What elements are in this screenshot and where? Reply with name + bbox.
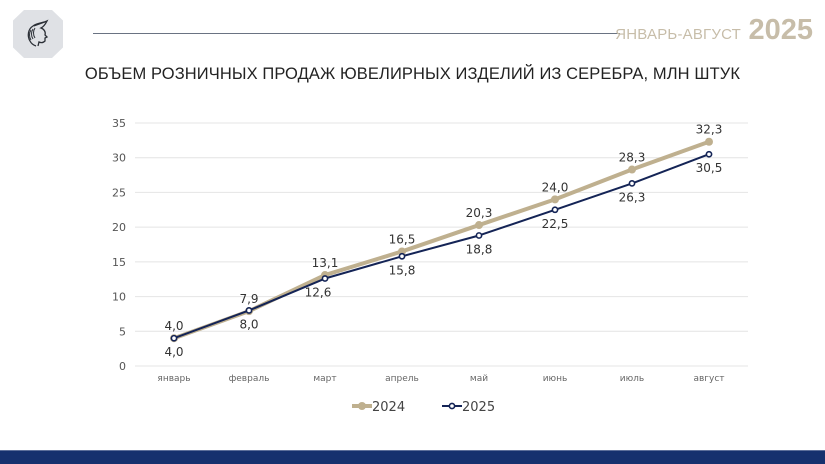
y-tick-label: 30	[112, 152, 126, 165]
series-2025-data-label: 30,5	[696, 161, 723, 175]
legend-2024-label: 2024	[372, 400, 405, 415]
x-tick-label: март	[313, 374, 336, 384]
series-2024-data-label: 28,3	[619, 151, 646, 165]
y-tick-label: 25	[112, 186, 126, 199]
series-2024-marker	[628, 165, 636, 174]
series-2024-data-label: 16,5	[389, 232, 416, 246]
legend-2025-marker	[448, 402, 456, 410]
series-2024-marker	[705, 137, 713, 146]
legend-2024-marker	[358, 402, 366, 410]
chart-title: ОБЪЕМ РОЗНИЧНЫХ ПРОДАЖ ЮВЕЛИРНЫХ ИЗДЕЛИЙ…	[84, 65, 741, 83]
series-2024-marker	[551, 195, 559, 204]
y-tick-label: 0	[119, 360, 126, 373]
series-2025-marker	[398, 252, 406, 260]
x-tick-label: июнь	[543, 374, 568, 384]
logo	[13, 10, 63, 58]
series-2025-data-label: 4,0	[164, 345, 183, 359]
y-tick-label: 5	[119, 325, 126, 338]
athena-head-icon	[27, 19, 49, 47]
x-tick-label: май	[470, 374, 488, 384]
x-tick-label: август	[693, 374, 724, 384]
x-tick-label: апрель	[385, 374, 419, 384]
series-2025-marker	[321, 275, 329, 282]
series-2025-data-label: 15,8	[389, 263, 416, 277]
x-tick-label: февраль	[229, 374, 270, 384]
series-2025-line	[173, 153, 710, 340]
y-tick-label: 20	[112, 221, 126, 234]
series-2024-data-label: 24,0	[542, 180, 569, 194]
series-2024-data-label: 20,3	[466, 206, 493, 220]
y-tick-label: 10	[112, 291, 126, 304]
series-2024-data-label: 7,9	[239, 292, 258, 306]
series-2024-data-label: 32,3	[696, 123, 723, 137]
series-2025-marker	[170, 334, 178, 342]
series-2024-data-label: 4,0	[164, 319, 183, 333]
header-divider	[93, 33, 620, 34]
year-label: 2025	[748, 14, 813, 46]
period-label: ЯНВАРЬ-АВГУСТ	[615, 26, 741, 43]
legend-2025-label: 2025	[462, 400, 495, 415]
series-2025-marker	[705, 150, 713, 158]
series-2024-data-label: 13,1	[312, 256, 339, 270]
y-tick-label: 35	[112, 117, 126, 130]
footer-bar	[0, 450, 825, 464]
series-2025-marker	[628, 180, 636, 187]
series-2025-data-label: 12,6	[305, 286, 332, 300]
series-2024-marker	[398, 247, 406, 256]
series-2025-marker	[475, 232, 483, 239]
series-2024-marker	[475, 221, 483, 230]
x-tick-label: январь	[157, 374, 190, 384]
series-2025-data-label: 22,5	[542, 217, 569, 231]
series-2025-marker	[551, 206, 559, 214]
x-tick-label: июль	[620, 374, 644, 384]
series-2025-data-label: 26,3	[619, 190, 646, 204]
series-2025-data-label: 18,8	[466, 242, 493, 256]
series-2025-marker	[245, 307, 253, 314]
y-tick-label: 15	[112, 256, 126, 269]
series-2025-data-label: 8,0	[239, 317, 258, 331]
